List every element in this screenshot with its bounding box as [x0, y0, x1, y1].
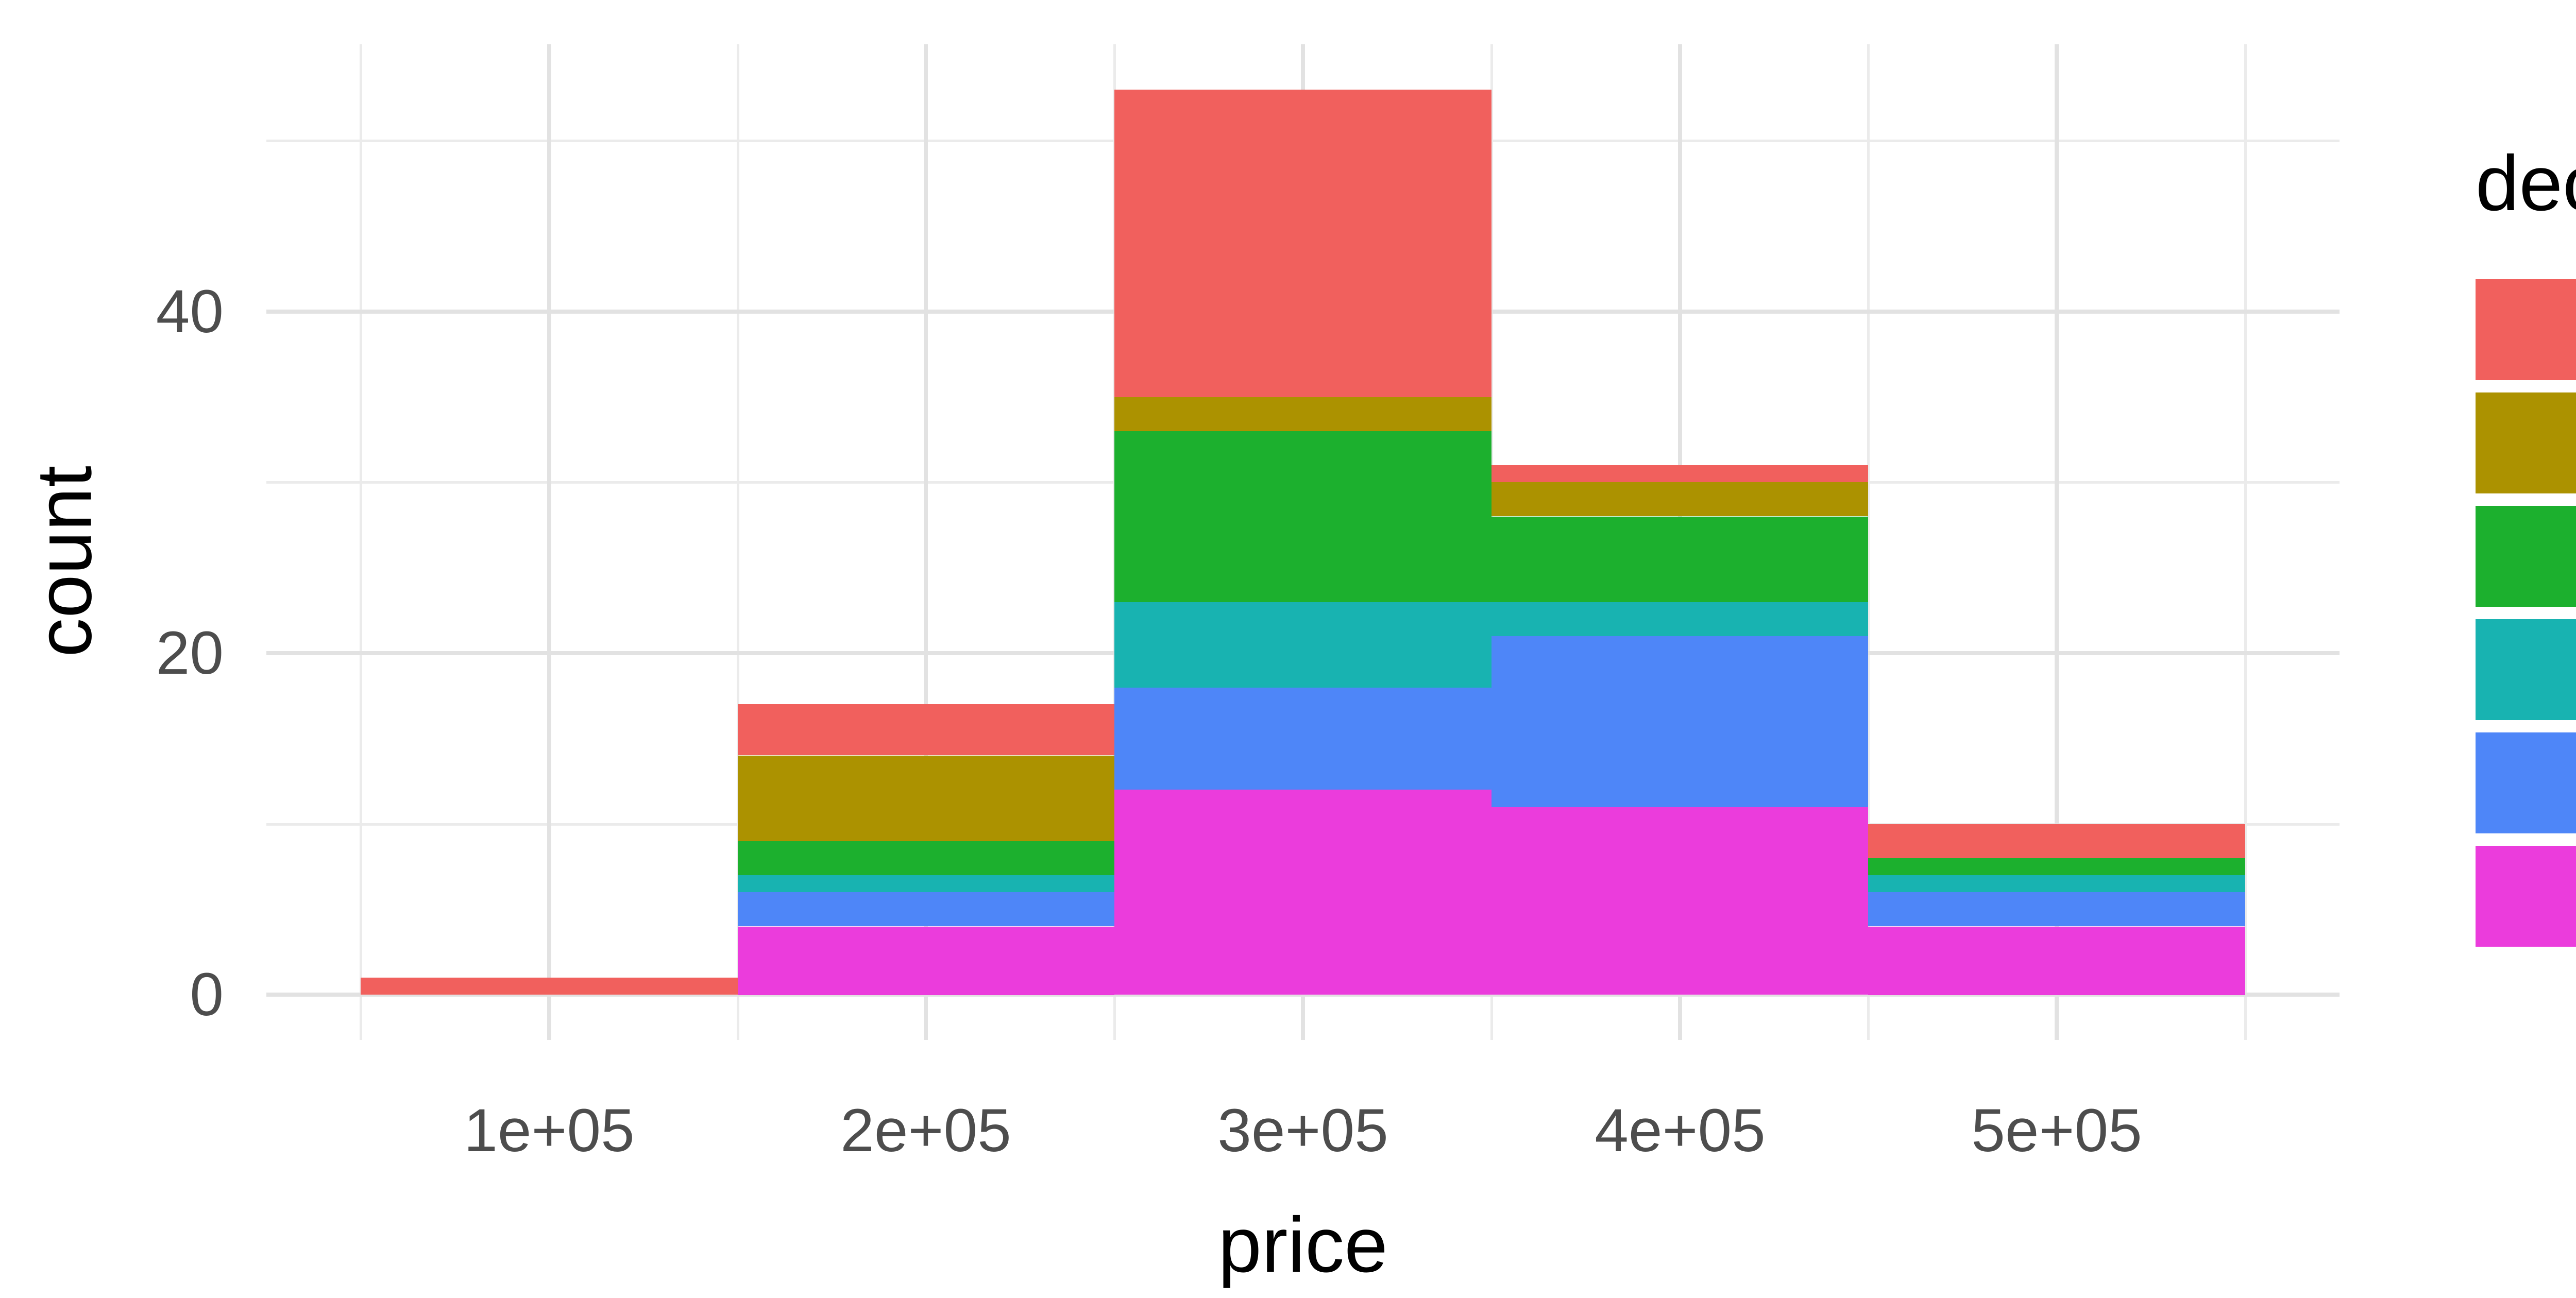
gridline-major-x	[2055, 44, 2059, 1040]
histogram-bar-segment	[1492, 517, 1868, 602]
histogram-bar-segment	[1868, 927, 2245, 995]
legend-row: 1980	[2476, 619, 2576, 720]
histogram-bar-segment	[738, 892, 1114, 926]
y-tick-label: 40	[156, 278, 224, 346]
legend-key-swatch	[2476, 392, 2576, 493]
x-axis-title: price	[1218, 1201, 1388, 1289]
histogram-bar-segment	[1868, 858, 2245, 875]
gridline-major-x	[924, 44, 928, 1040]
histogram-bar-segment	[738, 875, 1114, 892]
histogram-bar-segment	[738, 704, 1114, 755]
legend-title: decade_built_cat	[2476, 140, 2576, 227]
legend-entries: 1950 or before 1960 1970 1980 1990 2000 or af…	[2476, 279, 2576, 947]
histogram-bar-segment	[1114, 790, 1492, 995]
y-tick-label: 20	[156, 619, 224, 687]
legend-key-swatch	[2476, 279, 2576, 380]
histogram-bar-segment	[1492, 465, 1868, 482]
histogram-bar-segment	[1492, 482, 1868, 516]
gridline-major-x	[547, 44, 551, 1040]
legend: decade_built_cat 1950 or before196019701…	[2476, 138, 2576, 959]
x-tick-label: 1e+05	[464, 1097, 635, 1165]
histogram-bar-segment	[1492, 636, 1868, 807]
gridline-minor-x	[737, 44, 739, 1040]
histogram-bar-segment	[1114, 90, 1492, 397]
legend-key-swatch	[2476, 846, 2576, 947]
x-tick-label: 3e+05	[1217, 1097, 1388, 1165]
histogram-bar-segment	[361, 978, 738, 995]
histogram-bar-segment	[738, 927, 1114, 995]
histogram-bar-segment	[1492, 807, 1868, 995]
legend-key-swatch	[2476, 506, 2576, 607]
x-tick-label: 4e+05	[1595, 1097, 1766, 1165]
legend-row: 1950 or before	[2476, 279, 2576, 380]
histogram-bar-segment	[1868, 824, 2245, 858]
histogram-bar-segment	[1114, 397, 1492, 431]
histogram-bar-segment	[1868, 892, 2245, 926]
histogram-bar-segment	[1868, 875, 2245, 892]
x-tick-label: 2e+05	[840, 1097, 1011, 1165]
histogram-bar-segment	[1114, 687, 1492, 790]
histogram-bar-segment	[1114, 602, 1492, 688]
gridline-minor-x	[360, 44, 362, 1040]
x-tick-label: 5e+05	[1971, 1097, 2142, 1165]
histogram-bar-segment	[1492, 602, 1868, 636]
legend-key-swatch	[2476, 732, 2576, 833]
histogram-bar-segment	[738, 756, 1114, 841]
legend-row: 1970	[2476, 506, 2576, 607]
legend-row: 1960	[2476, 392, 2576, 493]
legend-row: 1990	[2476, 732, 2576, 833]
histogram-bar-segment	[1114, 431, 1492, 602]
legend-key-swatch	[2476, 619, 2576, 720]
gridline-minor-x	[2244, 44, 2247, 1040]
histogram-bar-segment	[738, 841, 1114, 875]
y-tick-label: 0	[190, 961, 224, 1029]
legend-row: 2000 or after	[2476, 846, 2576, 947]
gridline-minor-x	[1867, 44, 1870, 1040]
